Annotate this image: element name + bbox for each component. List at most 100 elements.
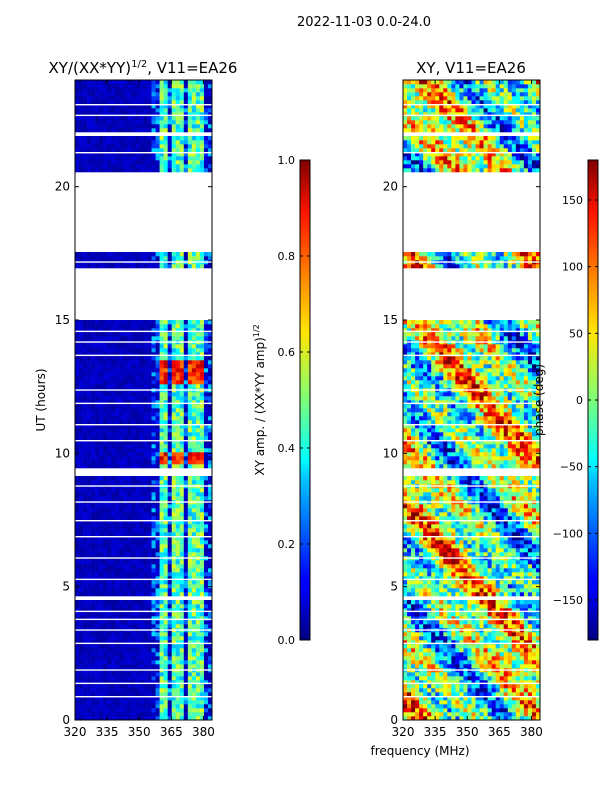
heatmap-cell (103, 492, 108, 497)
heatmap-cell (443, 688, 448, 693)
heatmap-cell (175, 604, 181, 609)
heatmap-cell (83, 644, 88, 649)
heatmap-cell (87, 516, 92, 521)
heatmap-cell (111, 168, 116, 173)
heatmap-cell (127, 152, 132, 157)
heatmap-cell (171, 480, 177, 485)
heatmap-cell (199, 400, 205, 405)
heatmap-cell (91, 424, 96, 429)
heatmap-cell (443, 684, 448, 689)
heatmap-cell (95, 592, 100, 597)
heatmap-cell (159, 252, 164, 257)
heatmap-cell (167, 696, 173, 701)
heatmap-cell (467, 716, 472, 720)
heatmap-cell (91, 152, 96, 157)
heatmap-cell (143, 252, 148, 257)
heatmap-cell (139, 624, 144, 629)
heatmap-cell (147, 256, 152, 261)
heatmap-cell (535, 712, 540, 717)
heatmap-cell (187, 688, 193, 693)
heatmap-cell (435, 632, 440, 637)
heatmap-cell (199, 576, 205, 581)
heatmap-cell (519, 652, 525, 657)
heatmap-cell (75, 412, 80, 417)
heatmap-cell (147, 348, 152, 353)
heatmap-cell (503, 712, 509, 717)
heatmap-cell (111, 380, 116, 385)
heatmap-cell (507, 708, 513, 713)
heatmap-cell (207, 652, 212, 657)
heatmap-cell (159, 144, 164, 149)
heatmap-cell (103, 392, 108, 397)
heatmap-cell (203, 104, 209, 109)
heatmap-cell (147, 120, 152, 125)
heatmap-cell (163, 636, 168, 641)
heatmap-cell (151, 716, 156, 720)
heatmap-cell (455, 644, 460, 649)
heatmap-cell (167, 496, 173, 501)
heatmap-cell (155, 384, 160, 389)
heatmap-cell (127, 444, 132, 449)
heatmap-cell (103, 488, 108, 493)
heatmap-cell (159, 648, 164, 653)
heatmap-cell (91, 448, 96, 453)
heatmap-cell (507, 688, 513, 693)
heatmap-cell (523, 640, 529, 645)
heatmap-cell (503, 716, 509, 720)
heatmap-cell (175, 104, 181, 109)
heatmap-cell (95, 536, 100, 541)
heatmap-cell (207, 548, 212, 553)
amplitude-colorbar-label: XY amp. / (XX*YY amp)1/2 (252, 324, 267, 475)
heatmap-cell (207, 588, 212, 593)
heatmap-cell (107, 496, 112, 501)
heatmap-cell (203, 532, 209, 537)
heatmap-cell (103, 636, 108, 641)
heatmap-cell (535, 696, 540, 701)
heatmap-cell (115, 524, 120, 529)
heatmap-cell (119, 568, 124, 573)
heatmap-cell (143, 344, 148, 349)
heatmap-cell (147, 404, 152, 409)
heatmap-cell (131, 84, 136, 89)
heatmap-cell (151, 376, 156, 381)
heatmap-cell (175, 412, 181, 417)
heatmap-cell (79, 156, 84, 161)
heatmap-cell (127, 560, 132, 565)
heatmap-cell (175, 140, 181, 145)
heatmap-cell (107, 164, 112, 169)
heatmap-cell (147, 332, 152, 337)
heatmap-cell (131, 608, 136, 613)
heatmap-cell (515, 688, 521, 693)
heatmap-cell (167, 456, 173, 461)
heatmap-cell (191, 368, 197, 373)
heatmap-cell (159, 676, 164, 681)
heatmap-cell (107, 660, 112, 665)
heatmap-cell (207, 532, 212, 537)
heatmap-cell (139, 392, 144, 397)
heatmap-cell (131, 600, 136, 605)
heatmap-cell (175, 108, 181, 113)
heatmap-cell (151, 396, 156, 401)
heatmap-cell (91, 84, 96, 89)
heatmap-cell (147, 416, 152, 421)
heatmap-cell (195, 120, 201, 125)
heatmap-cell (75, 384, 80, 389)
heatmap-cell (119, 640, 124, 645)
heatmap-cell (507, 644, 513, 649)
heatmap-cell (203, 352, 209, 357)
heatmap-cell (139, 520, 144, 525)
heatmap-cell (179, 504, 185, 509)
heatmap-cell (163, 692, 168, 697)
heatmap-cell (119, 692, 124, 697)
heatmap-cell (191, 148, 197, 153)
heatmap-cell (151, 644, 156, 649)
heatmap-cell (427, 676, 432, 681)
heatmap-cell (155, 336, 160, 341)
heatmap-cell (175, 716, 181, 720)
heatmap-cell (195, 552, 201, 557)
heatmap-cell (171, 508, 177, 513)
heatmap-cell (515, 704, 521, 709)
heatmap-cell (107, 476, 112, 481)
heatmap-cell (519, 696, 525, 701)
heatmap-cell (207, 520, 212, 525)
